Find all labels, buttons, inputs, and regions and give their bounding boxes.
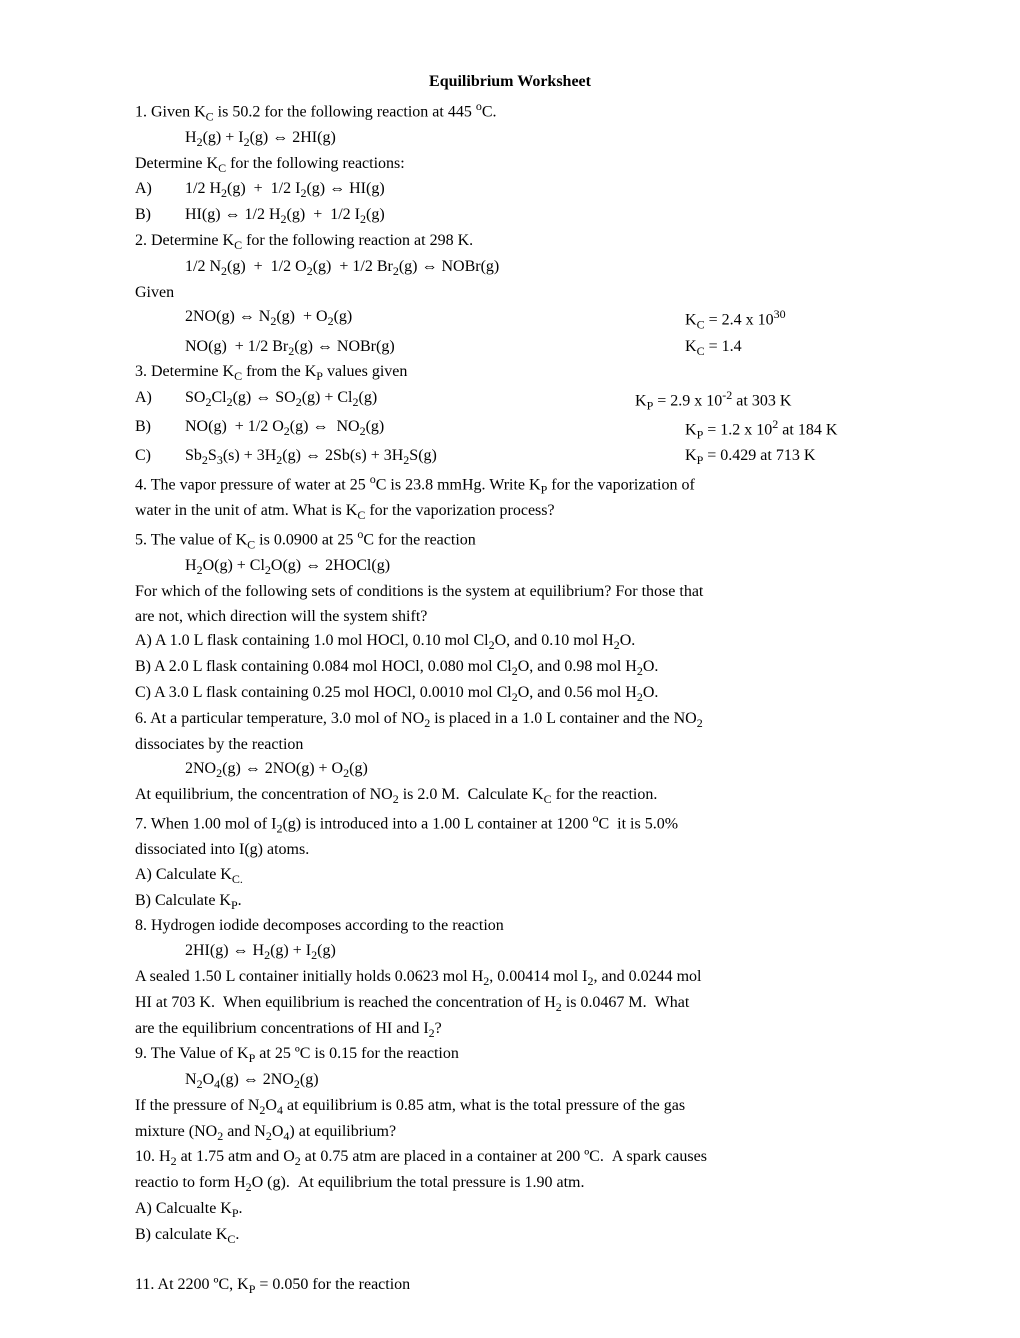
q5-l3: are not, which direction will the system…	[135, 605, 885, 630]
q2-equation: 1/2 N2(g) + 1/2 O2(g) + 1/2 Br2(g) ⇔ NOB…	[135, 255, 885, 281]
q5-l2: For which of the following sets of condi…	[135, 580, 885, 605]
worksheet-title: Equilibrium Worksheet	[135, 70, 885, 95]
q10-l2: reactio to form H2O (g). At equilibrium …	[135, 1171, 885, 1197]
q10-b: B) calculate KC.	[135, 1223, 885, 1249]
q8-l2: A sealed 1.50 L container initially hold…	[135, 965, 885, 991]
q1-determine: Determine KC for the following reactions…	[135, 152, 885, 178]
q9-l3: mixture (NO2 and N2O4) at equilibrium?	[135, 1120, 885, 1146]
q10-a: A) Calcualte KP.	[135, 1197, 885, 1223]
q9-l1: 9. The Value of KP at 25 ºC is 0.15 for …	[135, 1042, 885, 1068]
q4-l2: water in the unit of atm. What is KC for…	[135, 499, 885, 525]
q10-l1: 10. H2 at 1.75 atm and O2 at 0.75 atm ar…	[135, 1145, 885, 1171]
spacer	[135, 1249, 885, 1273]
q7-b: B) Calculate KP.	[135, 889, 885, 915]
q1-b: B) HI(g) ⇔ 1/2 H2(g) + 1/2 I2(g)	[135, 203, 885, 229]
q7-a: A) Calculate KC.	[135, 863, 885, 889]
q7-l2: dissociated into I(g) atoms.	[135, 838, 885, 863]
q2-intro: 2. Determine KC for the following reacti…	[135, 229, 885, 255]
q11-l1: 11. At 2200 ºC, KP = 0.050 for the react…	[135, 1273, 885, 1299]
q2-given: Given	[135, 281, 885, 306]
q8-l3: HI at 703 K. When equilibrium is reached…	[135, 991, 885, 1017]
q8-l1: 8. Hydrogen iodide decomposes according …	[135, 914, 885, 939]
q5-b: B) A 2.0 L flask containing 0.084 mol HO…	[135, 655, 885, 681]
q8-l4: are the equilibrium concentrations of HI…	[135, 1017, 885, 1043]
q5-a: A) A 1.0 L flask containing 1.0 mol HOCl…	[135, 629, 885, 655]
q5-c: C) A 3.0 L flask containing 0.25 mol HOC…	[135, 681, 885, 707]
q8-eq: 2HI(g) ⇔ H2(g) + I2(g)	[135, 939, 885, 965]
q6-eq: 2NO2(g) ⇔ 2NO(g) + O2(g)	[135, 757, 885, 783]
q6-l1: 6. At a particular temperature, 3.0 mol …	[135, 707, 885, 733]
q3-a: A) SO2Cl2(g) ⇔ SO2(g) + Cl2(g) KP = 2.9 …	[135, 386, 885, 415]
q9-l2: If the pressure of N2O4 at equilibrium i…	[135, 1094, 885, 1120]
q3-b: B) NO(g) + 1/2 O2(g) ⇔ NO2(g) KP = 1.2 x…	[135, 415, 885, 444]
q4-l1: 4. The vapor pressure of water at 25 oC …	[135, 470, 885, 499]
q5-eq: H2O(g) + Cl2O(g) ⇔ 2HOCl(g)	[135, 554, 885, 580]
q6-l3: At equilibrium, the concentration of NO2…	[135, 783, 885, 809]
q2-r1: 2NO(g) ⇔ N2(g) + O2(g) KC = 2.4 x 1030	[135, 305, 885, 334]
q1-a: A) 1/2 H2(g) + 1/2 I2(g) ⇔ HI(g)	[135, 177, 885, 203]
q6-l2: dissociates by the reaction	[135, 733, 885, 758]
q2-r2: NO(g) + 1/2 Br2(g) ⇔ NOBr(g) KC = 1.4	[135, 335, 885, 361]
q3-intro: 3. Determine KC from the KP values given	[135, 360, 885, 386]
q1-equation: H2(g) + I2(g) ⇔ 2HI(g)	[135, 126, 885, 152]
q1-intro: 1. Given KC is 50.2 for the following re…	[135, 97, 885, 126]
q9-eq: N2O4(g) ⇔ 2NO2(g)	[135, 1068, 885, 1094]
q5-l1: 5. The value of KC is 0.0900 at 25 oC fo…	[135, 525, 885, 554]
q7-l1: 7. When 1.00 mol of I2(g) is introduced …	[135, 809, 885, 838]
q3-c: C) Sb2S3(s) + 3H2(g) ⇔ 2Sb(s) + 3H2S(g) …	[135, 444, 885, 470]
